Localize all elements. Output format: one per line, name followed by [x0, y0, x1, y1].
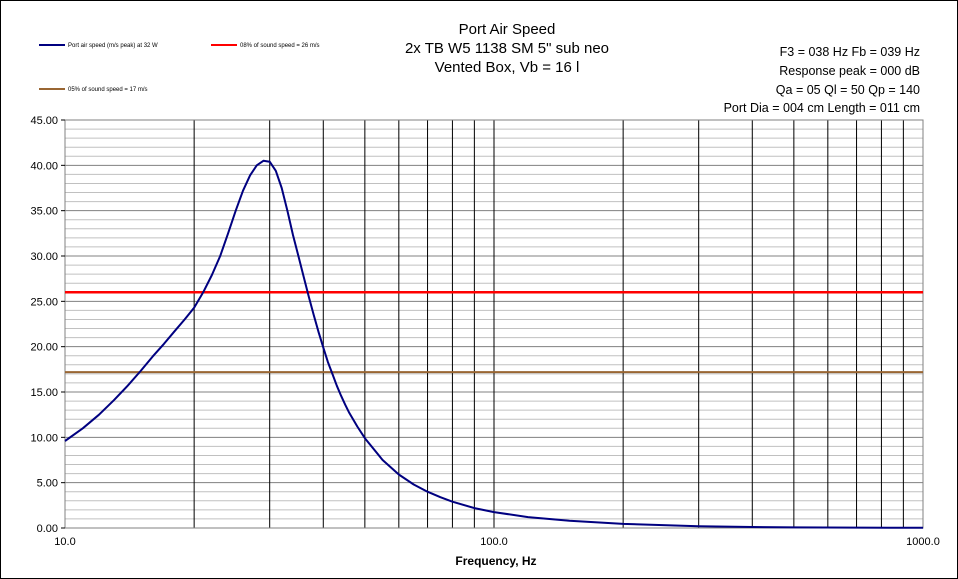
y-tick-label: 0.00	[37, 523, 58, 535]
x-tick-label: 100.0	[480, 536, 508, 548]
y-tick-label: 20.00	[30, 342, 58, 354]
legend-label-05pct-sound-speed: 05% of sound speed = 17 m/s	[68, 87, 148, 93]
info-f3-fb: F3 = 038 Hz Fb = 039 Hz	[780, 45, 920, 59]
series-lines	[64, 159, 924, 529]
legend: Port air speed (m/s peak) at 32 W 08% of…	[39, 43, 320, 93]
chart-title-line-1: Port Air Speed	[459, 21, 556, 38]
y-axis-ticks: 0.00 5.00 10.00 15.00 20.00 25.00 30.00 35.00 40…	[30, 115, 65, 535]
y-tick-label: 25.00	[30, 296, 58, 308]
chart-grid	[65, 120, 923, 528]
y-tick-label: 5.00	[37, 478, 58, 490]
legend-label-08pct-sound-speed: 08% of sound speed = 26 m/s	[240, 43, 320, 49]
series-line-0	[64, 159, 924, 529]
chart-title-line-2: 2x TB W5 1138 SM 5" sub neo	[405, 40, 609, 57]
plot-area	[64, 119, 924, 529]
info-q-values: Qa = 05 Ql = 50 Qp = 140	[776, 83, 920, 97]
info-port-dimensions: Port Dia = 004 cm Length = 011 cm	[724, 101, 920, 115]
y-tick-label: 10.00	[30, 432, 58, 444]
x-tick-label: 1000.0	[906, 536, 940, 548]
y-tick-label: 40.00	[30, 160, 58, 172]
chart-title-line-3: Vented Box, Vb = 16 l	[435, 59, 580, 76]
y-tick-label: 30.00	[30, 251, 58, 263]
y-tick-label: 35.00	[30, 206, 58, 218]
legend-label-port-air-speed: Port air speed (m/s peak) at 32 W	[68, 43, 158, 49]
x-axis-label: Frequency, Hz	[455, 554, 536, 568]
y-tick-label: 45.00	[30, 115, 58, 127]
y-tick-label: 15.00	[30, 387, 58, 399]
info-response-peak: Response peak = 000 dB	[779, 64, 920, 78]
x-axis-ticks: 10.0 100.0 1000.0	[54, 536, 940, 548]
x-tick-label: 10.0	[54, 536, 75, 548]
